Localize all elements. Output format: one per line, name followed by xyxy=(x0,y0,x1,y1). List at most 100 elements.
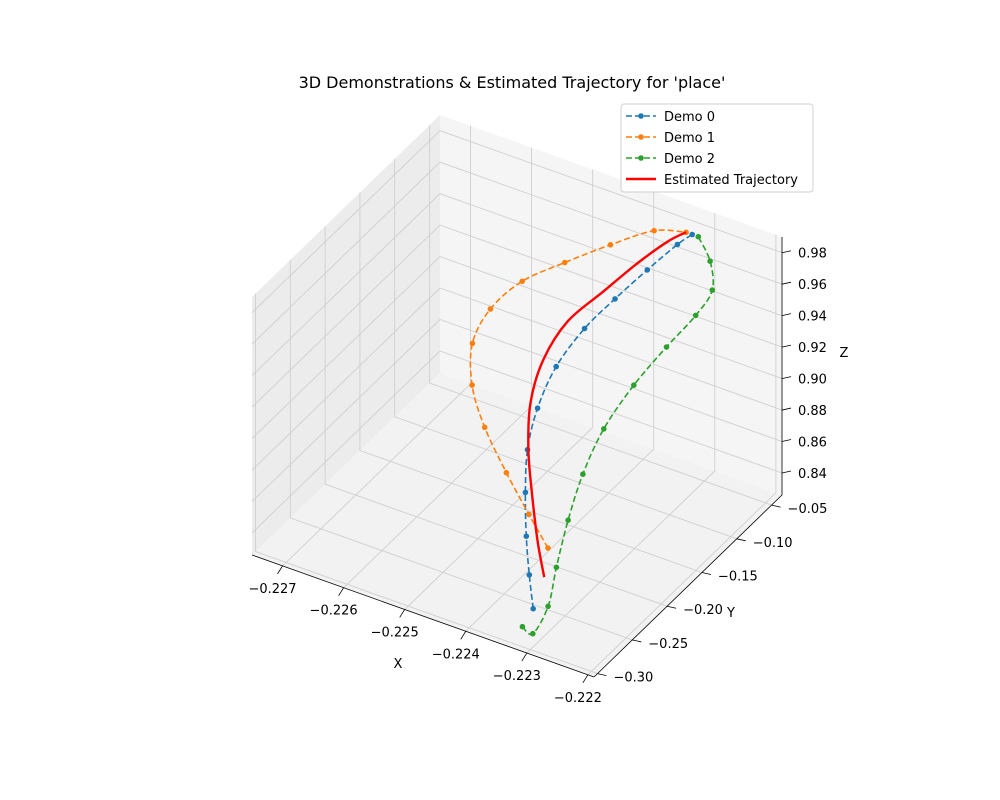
data-point xyxy=(601,426,607,432)
gridline-y xyxy=(289,259,633,641)
data-point xyxy=(562,259,568,266)
data-point xyxy=(644,267,651,273)
data-point xyxy=(707,258,713,265)
data-point xyxy=(692,312,699,319)
legend-marker xyxy=(638,134,644,140)
x-tick-mark xyxy=(582,674,589,684)
x-tick-label: −0.224 xyxy=(432,647,480,662)
y-tick-label: −0.20 xyxy=(683,603,723,618)
z-tick-mark xyxy=(781,439,792,442)
x-axis-label: X xyxy=(394,657,403,672)
series-demo-2 xyxy=(519,233,716,637)
x-tick-label: −0.222 xyxy=(554,691,602,706)
legend-label: Demo 2 xyxy=(664,152,715,167)
legend-label: Demo 1 xyxy=(664,131,715,146)
data-point xyxy=(545,545,551,551)
gridline-z xyxy=(251,318,783,502)
z-tick-mark xyxy=(781,344,792,348)
data-point xyxy=(519,278,525,285)
data-point xyxy=(522,489,529,496)
z-tick-mark xyxy=(781,281,792,285)
y-tick-label: −0.05 xyxy=(788,502,828,517)
axis-panes xyxy=(252,115,782,677)
data-point xyxy=(519,623,526,630)
y-tick-label: −0.15 xyxy=(718,570,758,585)
z-tick-label: 0.94 xyxy=(798,310,827,325)
z-tick-label: 0.88 xyxy=(798,404,827,419)
data-point xyxy=(607,242,614,248)
z-tick-mark xyxy=(781,250,792,254)
data-point xyxy=(631,382,637,389)
z-tick-label: 0.92 xyxy=(798,341,827,356)
tick-labels: −0.227 −0.226 −0.225 −0.224 −0.223 −0.222 −0.3… xyxy=(248,247,827,706)
gridline-x xyxy=(404,169,594,610)
data-point xyxy=(530,630,536,637)
data-point xyxy=(663,344,670,350)
y-axis-line xyxy=(593,494,783,678)
y-tick-mark xyxy=(632,639,642,643)
left-wall-pane xyxy=(252,115,440,555)
data-point xyxy=(695,233,702,240)
back-wall-pane xyxy=(440,115,782,495)
data-point xyxy=(526,572,533,578)
legend-label: Demo 0 xyxy=(664,110,715,125)
gridline-x xyxy=(526,213,716,654)
y-tick-mark xyxy=(701,572,712,575)
x-tick-label: −0.225 xyxy=(371,625,419,640)
gridline-z xyxy=(251,350,783,534)
data-point xyxy=(523,533,530,539)
data-point xyxy=(553,564,560,571)
data-point xyxy=(534,405,541,412)
y-tick-mark xyxy=(736,538,746,542)
z-tick-label: 0.90 xyxy=(798,373,827,388)
data-point xyxy=(674,241,681,248)
y-tick-mark xyxy=(597,673,607,677)
data-point xyxy=(580,471,586,478)
gridline-y xyxy=(394,158,737,540)
floor-pane xyxy=(252,373,782,677)
x-tick-mark xyxy=(399,609,406,618)
data-point xyxy=(487,306,494,312)
z-axis-label: Z xyxy=(840,346,849,361)
gridline-z xyxy=(251,287,783,471)
z-tick-mark xyxy=(781,313,792,317)
series-line-demo-1 xyxy=(469,229,687,549)
x-tick-label: −0.227 xyxy=(248,582,296,597)
legend: Demo 0 Demo 1 Demo 2 Estimated Trajectory xyxy=(620,103,814,193)
y-tick-mark xyxy=(771,504,781,508)
z-tick-label: 0.84 xyxy=(798,467,827,482)
x-tick-label: −0.223 xyxy=(493,669,541,684)
gridline-z xyxy=(251,130,783,314)
data-point xyxy=(469,340,476,347)
z-tick-mark xyxy=(781,470,792,474)
z-tick-label: 0.98 xyxy=(798,247,827,262)
gridline-x xyxy=(587,234,777,676)
gridline-z xyxy=(251,193,783,377)
data-point xyxy=(503,469,510,476)
x-tick-mark xyxy=(460,631,467,640)
y-tick-label: −0.25 xyxy=(648,637,688,652)
data-point xyxy=(481,424,488,431)
data-point xyxy=(651,227,657,234)
data-point xyxy=(581,325,588,332)
y-axis-label: Y xyxy=(726,606,735,621)
gridline-y xyxy=(359,192,703,573)
gridline-y xyxy=(324,226,668,607)
legend-marker xyxy=(638,113,644,119)
gridline-z xyxy=(251,256,783,439)
axis-lines xyxy=(251,237,783,678)
z-tick-mark xyxy=(781,376,792,379)
series-estimated-trajectory xyxy=(527,231,687,578)
z-tick-label: 0.86 xyxy=(798,436,827,451)
z-tick-label: 0.96 xyxy=(798,278,827,293)
z-tick-mark xyxy=(781,407,792,411)
gridline-x xyxy=(343,147,533,589)
legend-marker xyxy=(638,155,644,161)
data-point xyxy=(709,287,716,293)
legend-label: Estimated Trajectory xyxy=(664,173,798,188)
gridline-y xyxy=(255,293,598,675)
x-axis-line xyxy=(251,554,595,678)
gridline-z xyxy=(251,161,783,345)
data-point xyxy=(530,605,536,612)
